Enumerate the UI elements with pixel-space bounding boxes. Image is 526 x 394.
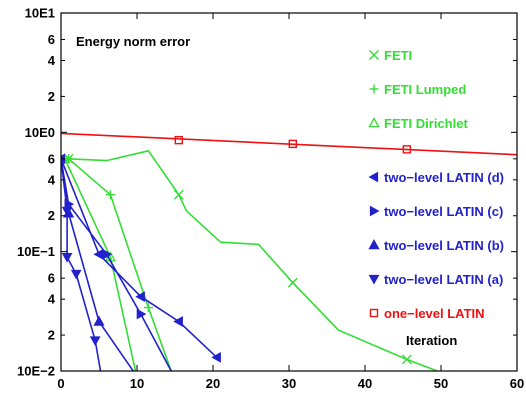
series-7-point-1 (288, 139, 297, 149)
y-tick-label-11: 2 (48, 328, 55, 343)
legend-entry-3: two−level LATIN (d) (368, 170, 504, 185)
legend-entry-1: FETI Lumped (369, 82, 466, 97)
y-tick-label-7: 2 (48, 208, 55, 223)
y-tick-label-8: 10E−1 (17, 244, 55, 259)
legend-marker-0-stroke-b (369, 50, 379, 60)
y-tick-label-2: 4 (48, 53, 56, 68)
x-tick-label-6: 60 (510, 376, 524, 391)
legend-entry-4: two−level LATIN (c) (369, 204, 503, 219)
series-4-point-2 (136, 308, 147, 320)
series-7-point-0 (174, 135, 184, 145)
series-layer (61, 132, 517, 371)
legend-label-1: FETI Lumped (384, 82, 466, 97)
x-axis-label: Iteration (406, 333, 457, 348)
legend-marker-6 (368, 274, 380, 285)
y-tick-label-0: 10E1 (25, 6, 55, 21)
series-line-2 (64, 158, 137, 371)
y-tick-label-1: 6 (48, 32, 55, 47)
series-0-point-3-stroke-b (401, 354, 412, 365)
legend-label-2: FETI Dirichlet (384, 116, 468, 131)
legend-entry-6: two−level LATIN (a) (368, 272, 503, 287)
legend-entry-5: two−level LATIN (b) (368, 238, 504, 253)
series-1-point-1 (105, 190, 115, 200)
legend-label-7: one−level LATIN (384, 306, 485, 321)
legend-entry-2: FETI Dirichlet (368, 116, 468, 131)
y-tick-label-6: 4 (48, 172, 56, 187)
series-line-0 (68, 149, 438, 371)
series-6-point-3 (89, 336, 101, 347)
plot-title: Energy norm error (76, 34, 190, 49)
series-3-point-3 (173, 316, 183, 327)
x-tick-label-3: 30 (282, 376, 296, 391)
series-line-6 (61, 158, 102, 371)
series-7-point-2 (402, 145, 411, 154)
legend-label-4: two−level LATIN (c) (384, 204, 503, 219)
series-3-point-4 (211, 352, 221, 363)
series-3-point-2 (135, 291, 145, 302)
series-5-point-1 (93, 315, 105, 326)
legend-marker-7 (369, 308, 379, 318)
legend-entry-7: one−level LATIN (369, 306, 485, 321)
legend-marker-5 (368, 239, 380, 250)
series-0-point-2-stroke-b (287, 277, 298, 288)
series-line-1 (68, 158, 172, 371)
legend-label-5: two−level LATIN (b) (384, 238, 504, 253)
legend-entry-0: FETI (369, 48, 412, 63)
x-tick-label-5: 50 (434, 376, 448, 391)
series-6 (61, 158, 102, 371)
series-4-point-1 (102, 248, 113, 260)
legend-marker-4 (369, 205, 380, 217)
legend-marker-2 (368, 117, 380, 128)
x-tick-label-4: 40 (358, 376, 372, 391)
legend-marker-1 (369, 84, 379, 94)
legend-marker-0 (369, 50, 379, 60)
legend: FETI FETI Lumped FETI Dirichlet two−level L… (368, 48, 504, 321)
y-tick-label-5: 6 (48, 151, 55, 166)
series-6-point-2 (70, 269, 82, 280)
series-0-point-2 (287, 277, 298, 288)
series-0-point-1 (173, 189, 184, 200)
y-tick-label-10: 4 (48, 292, 56, 307)
series-7 (61, 132, 517, 156)
x-tick-label-0: 0 (57, 376, 64, 391)
series-1-point-2 (143, 303, 153, 313)
axes-layer: 0 10 20 30 40 50 60 10E1 6 4 2 10E0 6 4 2 10E−1 6 4 2 10E−2 (17, 6, 524, 392)
legend-label-0: FETI (384, 48, 412, 63)
y-tick-label-9: 6 (48, 271, 55, 286)
y-tick-label-12: 10E−2 (17, 364, 55, 379)
legend-label-3: two−level LATIN (d) (384, 170, 504, 185)
y-tick-label-3: 2 (48, 89, 55, 104)
x-tick-label-1: 10 (130, 376, 144, 391)
series-0-point-3 (401, 354, 412, 365)
y-tick-label-4: 10E0 (25, 125, 55, 140)
series-0-point-1-stroke-b (173, 189, 184, 200)
series-6-point-0 (61, 206, 73, 217)
x-tick-label-2: 20 (206, 376, 220, 391)
legend-marker-3 (368, 171, 379, 183)
legend-label-6: two−level LATIN (a) (384, 272, 503, 287)
series-6-point-1 (61, 253, 73, 263)
